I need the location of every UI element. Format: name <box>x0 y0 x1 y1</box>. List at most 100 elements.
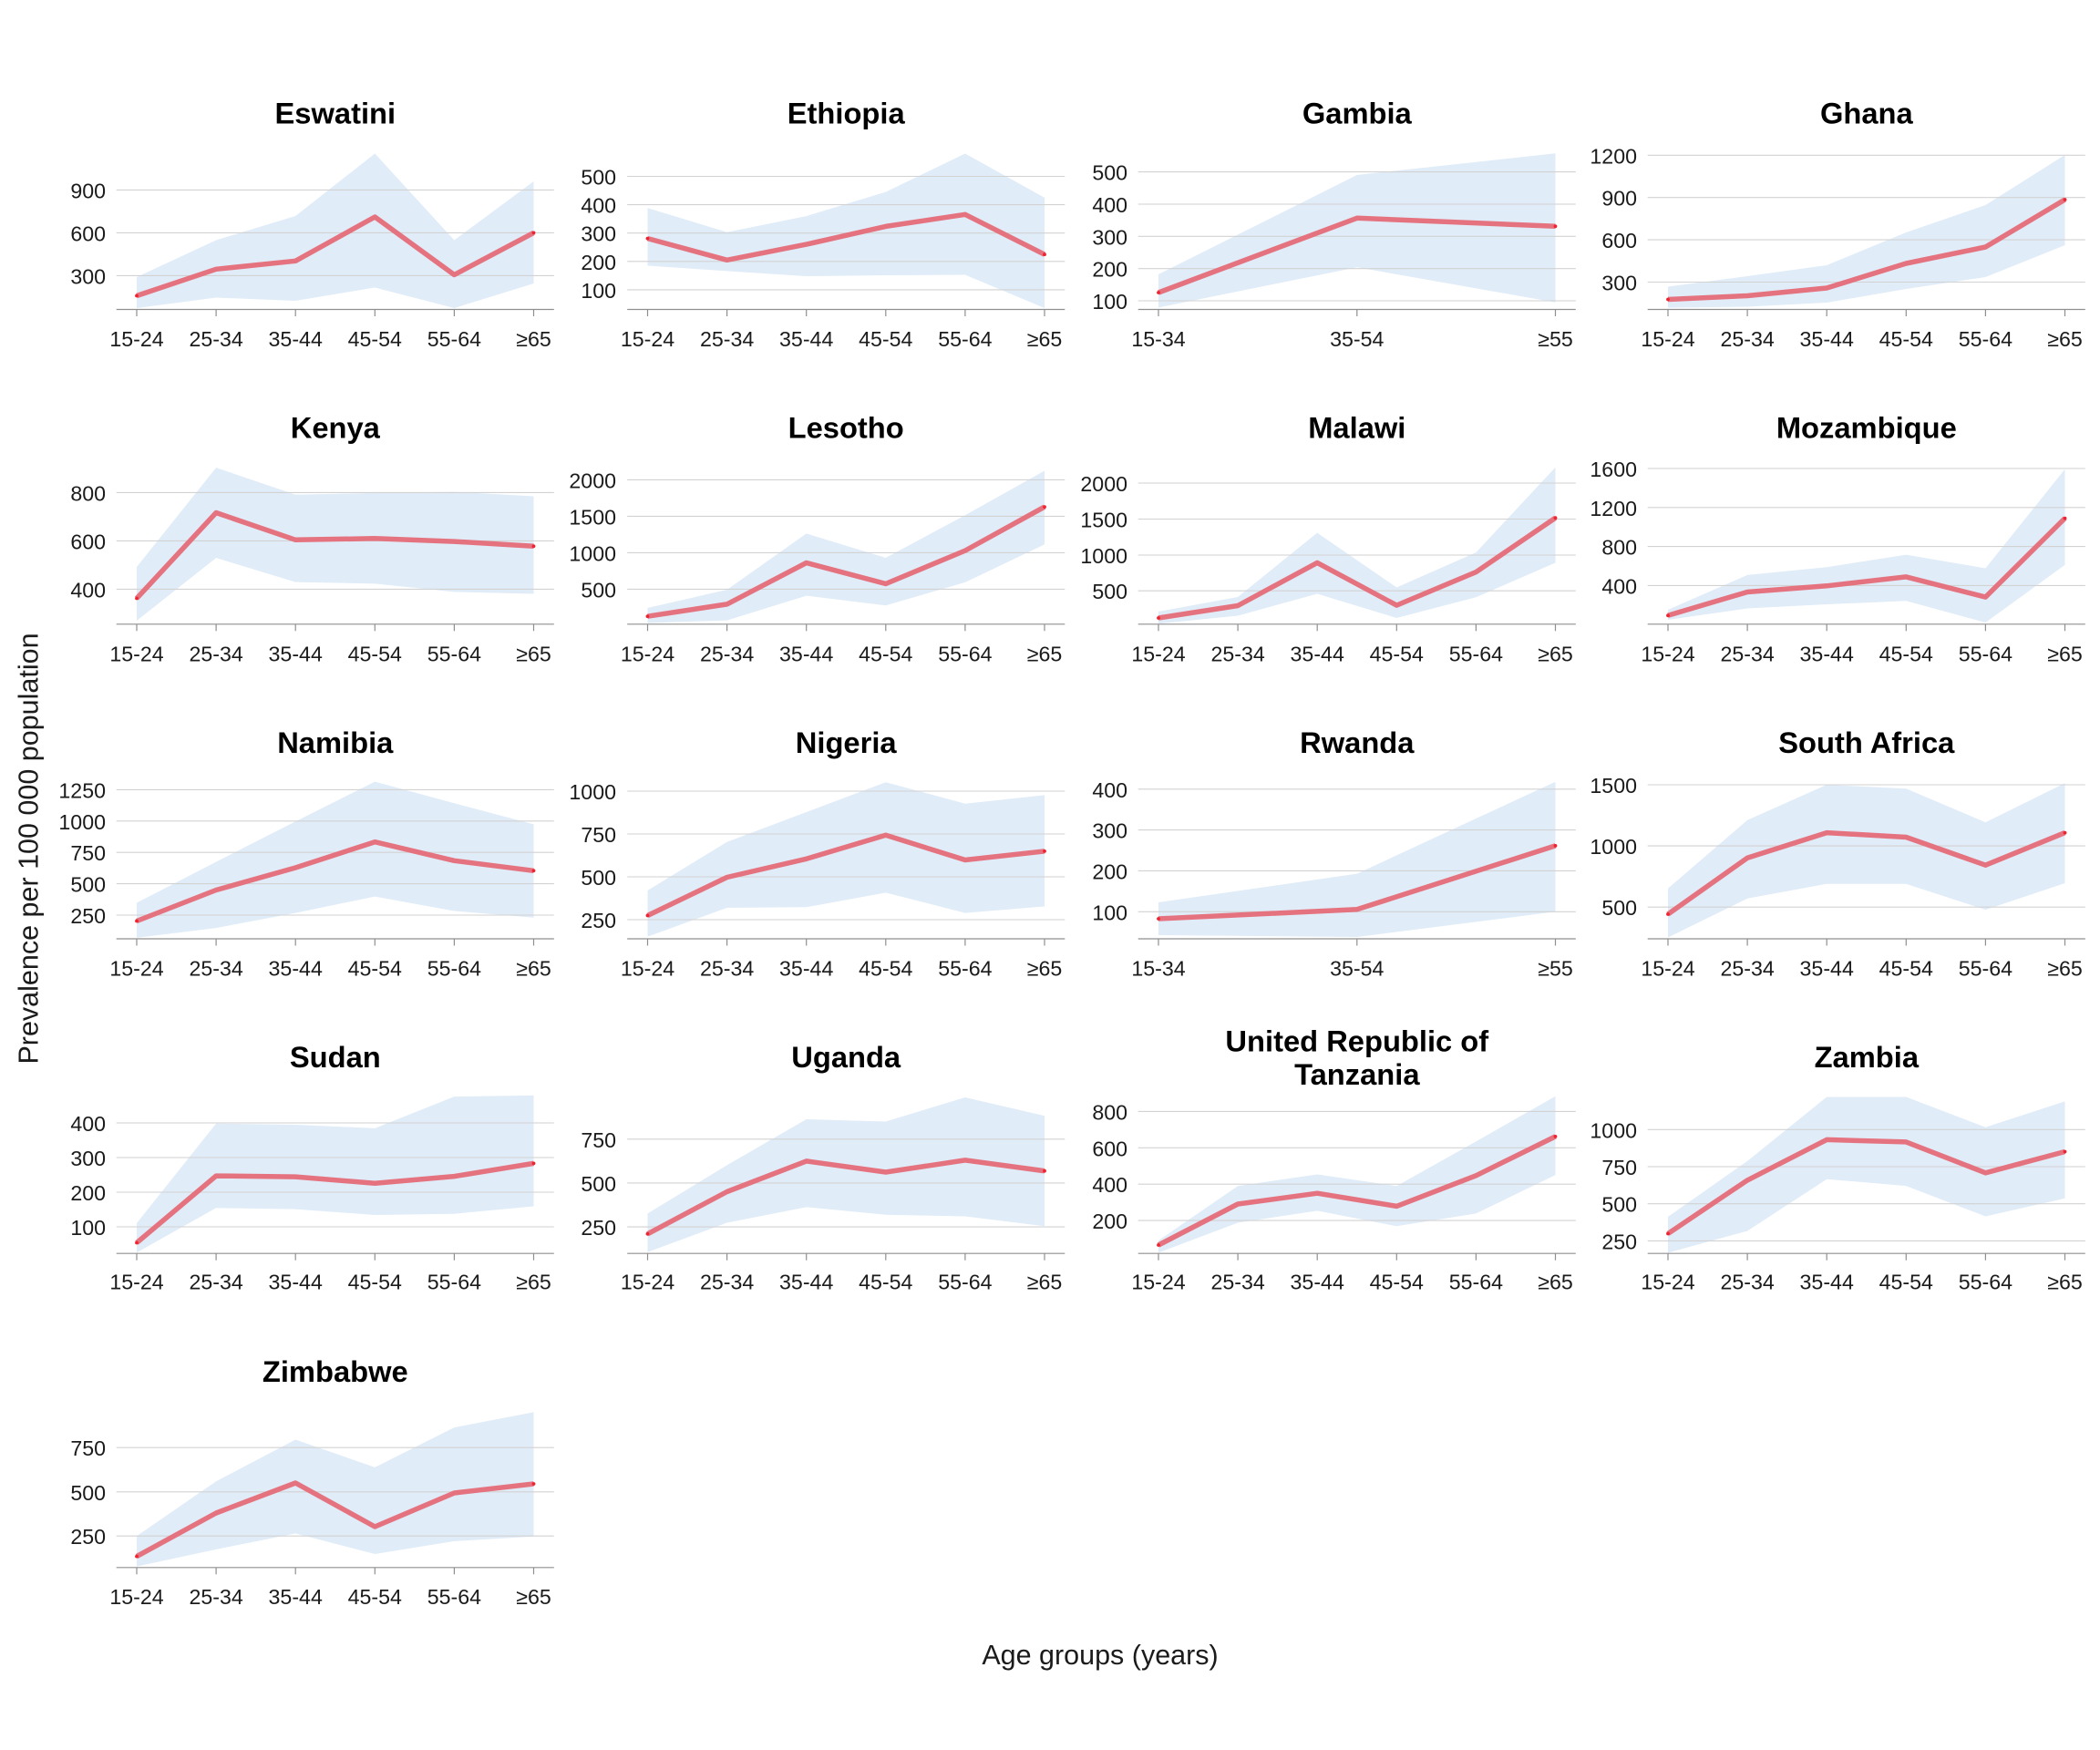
svg-text:45-54: 45-54 <box>348 327 402 351</box>
svg-text:15-24: 15-24 <box>621 327 674 351</box>
svg-text:Gambia: Gambia <box>1302 97 1413 130</box>
svg-text:55-64: 55-64 <box>938 642 992 665</box>
svg-text:≥65: ≥65 <box>516 957 551 981</box>
svg-text:2000: 2000 <box>569 468 616 492</box>
svg-text:25-34: 25-34 <box>1720 642 1774 665</box>
svg-text:15-24: 15-24 <box>1641 957 1694 981</box>
svg-text:25-34: 25-34 <box>700 642 754 665</box>
svg-text:1000: 1000 <box>569 780 616 804</box>
svg-text:25-34: 25-34 <box>1210 1271 1264 1294</box>
svg-text:55-64: 55-64 <box>1449 642 1503 665</box>
svg-text:1000: 1000 <box>58 810 106 834</box>
svg-text:25-34: 25-34 <box>189 957 242 981</box>
svg-text:Uganda: Uganda <box>791 1040 901 1074</box>
svg-text:≥55: ≥55 <box>1538 327 1573 351</box>
svg-text:600: 600 <box>70 530 106 553</box>
svg-text:400: 400 <box>70 1112 106 1136</box>
svg-text:55-64: 55-64 <box>938 1271 992 1294</box>
svg-text:35-44: 35-44 <box>1800 1271 1854 1294</box>
svg-text:1000: 1000 <box>569 541 616 565</box>
svg-text:300: 300 <box>1601 272 1637 295</box>
svg-text:35-44: 35-44 <box>1800 957 1854 981</box>
svg-text:15-24: 15-24 <box>109 1271 163 1294</box>
svg-text:45-54: 45-54 <box>859 642 912 665</box>
svg-text:200: 200 <box>70 1181 106 1205</box>
svg-text:Tanzania: Tanzania <box>1294 1057 1420 1091</box>
svg-text:1600: 1600 <box>1590 458 1637 481</box>
svg-text:35-44: 35-44 <box>1291 1271 1344 1294</box>
svg-text:15-24: 15-24 <box>109 1585 163 1609</box>
svg-text:Ethiopia: Ethiopia <box>788 97 906 130</box>
svg-text:25-34: 25-34 <box>189 327 242 351</box>
svg-text:100: 100 <box>581 279 616 303</box>
svg-text:35-44: 35-44 <box>779 327 833 351</box>
svg-text:Prevalence per 100 000 populat: Prevalence per 100 000 population <box>14 633 45 1064</box>
svg-text:400: 400 <box>1601 574 1637 598</box>
svg-text:25-34: 25-34 <box>1720 957 1774 981</box>
svg-text:≥65: ≥65 <box>2047 327 2083 351</box>
svg-text:15-24: 15-24 <box>621 1271 674 1294</box>
svg-text:≥65: ≥65 <box>2047 642 2083 665</box>
svg-text:500: 500 <box>1092 580 1127 603</box>
svg-text:45-54: 45-54 <box>1370 642 1424 665</box>
svg-text:300: 300 <box>70 1147 106 1170</box>
svg-text:≥65: ≥65 <box>516 642 551 665</box>
svg-text:35-44: 35-44 <box>269 957 323 981</box>
svg-text:15-24: 15-24 <box>1131 1271 1185 1294</box>
svg-text:United Republic of: United Republic of <box>1225 1024 1488 1058</box>
svg-text:500: 500 <box>581 166 616 190</box>
svg-text:1000: 1000 <box>1590 835 1637 859</box>
svg-text:750: 750 <box>1601 1156 1637 1179</box>
svg-text:900: 900 <box>70 179 106 202</box>
svg-text:Age groups (years): Age groups (years) <box>982 1640 1218 1671</box>
svg-text:1500: 1500 <box>569 505 616 529</box>
svg-text:Mozambique: Mozambique <box>1776 411 1957 445</box>
svg-text:35-44: 35-44 <box>1291 642 1344 665</box>
svg-text:15-24: 15-24 <box>1641 642 1694 665</box>
svg-text:Ghana: Ghana <box>1820 97 1914 130</box>
svg-text:35-44: 35-44 <box>779 642 833 665</box>
svg-text:Nigeria: Nigeria <box>796 726 898 759</box>
svg-text:≥65: ≥65 <box>516 327 551 351</box>
svg-text:Namibia: Namibia <box>277 726 394 759</box>
svg-text:400: 400 <box>1092 1173 1127 1197</box>
svg-text:600: 600 <box>70 221 106 245</box>
svg-text:800: 800 <box>1092 1100 1127 1124</box>
svg-text:≥65: ≥65 <box>516 1585 551 1609</box>
svg-text:15-24: 15-24 <box>1641 327 1694 351</box>
svg-text:1250: 1250 <box>58 778 106 802</box>
svg-text:55-64: 55-64 <box>427 1271 481 1294</box>
svg-text:500: 500 <box>1601 896 1637 920</box>
svg-text:55-64: 55-64 <box>938 327 992 351</box>
svg-text:≥65: ≥65 <box>2047 957 2083 981</box>
svg-text:Zambia: Zambia <box>1815 1040 1920 1074</box>
svg-text:200: 200 <box>1092 258 1127 282</box>
svg-text:750: 750 <box>70 841 106 865</box>
svg-text:500: 500 <box>1092 161 1127 185</box>
svg-text:600: 600 <box>1092 1137 1127 1160</box>
svg-text:Eswatini: Eswatini <box>274 97 396 130</box>
svg-text:1000: 1000 <box>1080 544 1127 568</box>
svg-text:25-34: 25-34 <box>700 1271 754 1294</box>
svg-text:25-34: 25-34 <box>1210 642 1264 665</box>
svg-text:15-24: 15-24 <box>1641 1271 1694 1294</box>
svg-text:35-44: 35-44 <box>269 1585 323 1609</box>
svg-text:100: 100 <box>1092 290 1127 314</box>
svg-text:45-54: 45-54 <box>859 327 912 351</box>
svg-text:≥65: ≥65 <box>2047 1271 2083 1294</box>
svg-text:1500: 1500 <box>1590 774 1637 798</box>
svg-text:2000: 2000 <box>1080 472 1127 496</box>
svg-text:55-64: 55-64 <box>427 1585 481 1609</box>
svg-text:200: 200 <box>581 251 616 274</box>
svg-text:500: 500 <box>581 866 616 890</box>
svg-text:25-34: 25-34 <box>1720 327 1774 351</box>
svg-text:250: 250 <box>70 904 106 928</box>
svg-text:45-54: 45-54 <box>348 957 402 981</box>
svg-text:750: 750 <box>581 1128 616 1152</box>
svg-text:15-24: 15-24 <box>109 957 163 981</box>
svg-text:South Africa: South Africa <box>1778 726 1955 759</box>
svg-text:15-24: 15-24 <box>621 957 674 981</box>
svg-text:500: 500 <box>581 1172 616 1196</box>
svg-text:55-64: 55-64 <box>427 642 481 665</box>
svg-text:400: 400 <box>1092 778 1127 802</box>
